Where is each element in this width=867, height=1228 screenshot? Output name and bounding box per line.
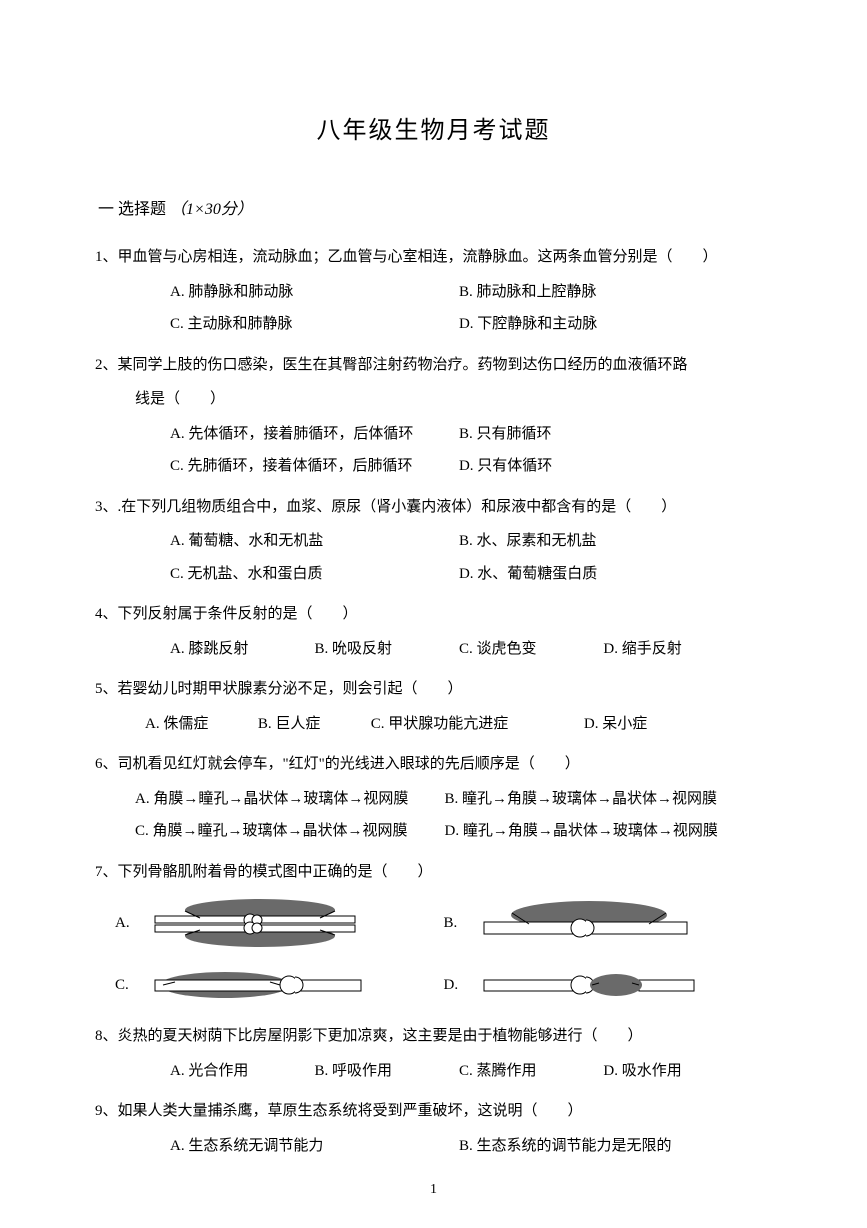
q8-stem: 8、炎热的夏天树荫下比房屋阴影下更加凉爽，这主要是由于植物能够进行（ ）: [95, 1022, 772, 1051]
bone-muscle-diagram-c: [145, 960, 375, 1010]
q5-opt-a: A. 侏儒症: [145, 710, 258, 739]
q4-opt-c: C. 谈虎色变: [459, 635, 603, 664]
q7-diagram-a: A.: [115, 898, 444, 948]
q4-options: A. 膝跳反射 B. 吮吸反射 C. 谈虎色变 D. 缩手反射: [170, 635, 772, 668]
question-8: 8、炎热的夏天树荫下比房屋阴影下更加凉爽，这主要是由于植物能够进行（ ） A. …: [95, 1022, 772, 1089]
q3-options: A. 葡萄糖、水和无机盐 B. 水、尿素和无机盐 C. 无机盐、水和蛋白质 D.…: [170, 527, 772, 592]
section-points: （1×30分）: [170, 201, 253, 218]
q1-opt-d: D. 下腔静脉和主动脉: [459, 310, 748, 339]
exam-title: 八年级生物月考试题: [95, 110, 772, 145]
q1-stem: 1、甲血管与心房相连，流动脉血；乙血管与心室相连，流静脉血。这两条血管分别是（ …: [95, 243, 772, 272]
question-5: 5、若婴幼儿时期甲状腺素分泌不足，则会引起（ ） A. 侏儒症 B. 巨人症 C…: [95, 675, 772, 742]
q3-stem: 3、.在下列几组物质组合中，血浆、原尿（肾小囊内液体）和尿液中都含有的是（ ）: [95, 493, 772, 522]
question-1: 1、甲血管与心房相连，流动脉血；乙血管与心室相连，流静脉血。这两条血管分别是（ …: [95, 243, 772, 343]
q5-options: A. 侏儒症 B. 巨人症 C. 甲状腺功能亢进症 D. 呆小症: [145, 710, 772, 743]
q8-opt-a: A. 光合作用: [170, 1057, 314, 1086]
q1-opt-a: A. 肺静脉和肺动脉: [170, 278, 459, 307]
q8-options: A. 光合作用 B. 呼吸作用 C. 蒸腾作用 D. 吸水作用: [170, 1057, 772, 1090]
q9-stem: 9、如果人类大量捕杀鹰，草原生态系统将受到严重破坏，这说明（ ）: [95, 1097, 772, 1126]
q8-opt-b: B. 呼吸作用: [314, 1057, 458, 1086]
q2-opt-c: C. 先肺循环，接着体循环，后肺循环: [170, 452, 459, 481]
q9-options: A. 生态系统无调节能力 B. 生态系统的调节能力是无限的: [170, 1132, 772, 1165]
q1-options: A. 肺静脉和肺动脉 B. 肺动脉和上腔静脉 C. 主动脉和肺静脉 D. 下腔静…: [170, 278, 772, 343]
q7-opt-d-label: D.: [444, 971, 474, 1000]
q4-opt-b: B. 吮吸反射: [314, 635, 458, 664]
q6-stem: 6、司机看见红灯就会停车，"红灯"的光线进入眼球的先后顺序是（ ）: [95, 750, 772, 779]
q7-diagram-d: D.: [444, 960, 773, 1010]
question-3: 3、.在下列几组物质组合中，血浆、原尿（肾小囊内液体）和尿液中都含有的是（ ） …: [95, 493, 772, 593]
q8-opt-c: C. 蒸腾作用: [459, 1057, 603, 1086]
q4-stem: 4、下列反射属于条件反射的是（ ）: [95, 600, 772, 629]
q6-opt-d: D. 瞳孔→角膜→晶状体→玻璃体→视网膜: [445, 817, 751, 846]
q7-opt-a-label: A.: [115, 909, 145, 938]
section-label: 一 选择题: [98, 201, 166, 218]
section-header: 一 选择题 （1×30分）: [98, 195, 772, 219]
page-number: 1: [430, 1182, 437, 1198]
q8-opt-d: D. 吸水作用: [603, 1057, 747, 1086]
q7-opt-c-label: C.: [115, 971, 145, 1000]
q6-opt-a: A. 角膜→瞳孔→晶状体→玻璃体→视网膜: [135, 785, 441, 814]
question-7: 7、下列骨骼肌附着骨的模式图中正确的是（ ） A.: [95, 858, 772, 1011]
bone-muscle-diagram-d: [474, 960, 704, 1010]
bone-muscle-diagram-a: [145, 898, 375, 948]
q6-opt-b: B. 瞳孔→角膜→玻璃体→晶状体→视网膜: [445, 785, 751, 814]
q4-opt-a: A. 膝跳反射: [170, 635, 314, 664]
q5-opt-b: B. 巨人症: [258, 710, 371, 739]
q7-opt-b-label: B.: [444, 909, 474, 938]
question-2: 2、某同学上肢的伤口感染，医生在其臀部注射药物治疗。药物到达伤口经历的血液循环路…: [95, 351, 772, 485]
q1-opt-c: C. 主动脉和肺静脉: [170, 310, 459, 339]
question-9: 9、如果人类大量捕杀鹰，草原生态系统将受到严重破坏，这说明（ ） A. 生态系统…: [95, 1097, 772, 1164]
q2-stem: 2、某同学上肢的伤口感染，医生在其臀部注射药物治疗。药物到达伤口经历的血液循环路: [95, 351, 772, 380]
q2-opt-a: A. 先体循环，接着肺循环，后体循环: [170, 420, 459, 449]
bone-muscle-diagram-b: [474, 898, 704, 948]
q7-diagram-c: C.: [115, 960, 444, 1010]
q7-diagram-row-1: A. B.: [115, 898, 772, 948]
q7-diagram-row-2: C. D.: [115, 960, 772, 1010]
q2-opt-b: B. 只有肺循环: [459, 420, 748, 449]
q7-diagram-b: B.: [444, 898, 773, 948]
q3-opt-a: A. 葡萄糖、水和无机盐: [170, 527, 459, 556]
q6-options: A. 角膜→瞳孔→晶状体→玻璃体→视网膜 B. 瞳孔→角膜→玻璃体→晶状体→视网…: [135, 785, 772, 850]
q3-opt-d: D. 水、葡萄糖蛋白质: [459, 560, 748, 589]
q2-options: A. 先体循环，接着肺循环，后体循环 B. 只有肺循环 C. 先肺循环，接着体循…: [170, 420, 772, 485]
question-6: 6、司机看见红灯就会停车，"红灯"的光线进入眼球的先后顺序是（ ） A. 角膜→…: [95, 750, 772, 850]
q3-opt-c: C. 无机盐、水和蛋白质: [170, 560, 459, 589]
q9-opt-a: A. 生态系统无调节能力: [170, 1132, 459, 1161]
q4-opt-d: D. 缩手反射: [603, 635, 747, 664]
question-4: 4、下列反射属于条件反射的是（ ） A. 膝跳反射 B. 吮吸反射 C. 谈虎色…: [95, 600, 772, 667]
q5-stem: 5、若婴幼儿时期甲状腺素分泌不足，则会引起（ ）: [95, 675, 772, 704]
q2-stem-cont: 线是（ ）: [135, 385, 772, 414]
q7-stem: 7、下列骨骼肌附着骨的模式图中正确的是（ ）: [95, 858, 772, 887]
q6-opt-c: C. 角膜→瞳孔→玻璃体→晶状体→视网膜: [135, 817, 441, 846]
q2-opt-d: D. 只有体循环: [459, 452, 748, 481]
q5-opt-d: D. 呆小症: [584, 710, 697, 739]
q5-opt-c: C. 甲状腺功能亢进症: [371, 710, 584, 739]
q9-opt-b: B. 生态系统的调节能力是无限的: [459, 1132, 748, 1161]
q3-opt-b: B. 水、尿素和无机盐: [459, 527, 748, 556]
q1-opt-b: B. 肺动脉和上腔静脉: [459, 278, 748, 307]
